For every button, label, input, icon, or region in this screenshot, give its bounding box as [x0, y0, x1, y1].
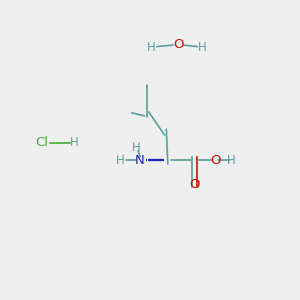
Text: O: O	[210, 154, 220, 167]
Text: N: N	[135, 154, 145, 167]
Text: H: H	[70, 136, 79, 149]
Text: H: H	[198, 41, 206, 54]
Text: H: H	[132, 140, 141, 154]
Text: Cl: Cl	[35, 136, 48, 149]
Text: O: O	[189, 178, 200, 191]
Text: H: H	[147, 41, 156, 54]
Text: O: O	[173, 38, 184, 51]
Text: H: H	[116, 154, 125, 167]
Text: H: H	[227, 154, 236, 167]
